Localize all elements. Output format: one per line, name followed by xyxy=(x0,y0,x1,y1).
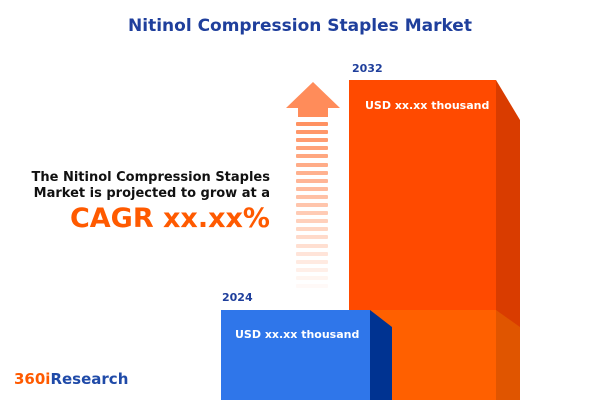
logo-part-1: 360i xyxy=(14,370,51,388)
arrow-stripe xyxy=(296,227,328,232)
arrow-stripe xyxy=(296,243,328,248)
arrow-stripe xyxy=(296,203,328,207)
bar-2032-side xyxy=(496,80,520,400)
arrow-stripe xyxy=(296,267,328,272)
year-label-2032: 2032 xyxy=(352,62,383,75)
cagr-value: CAGR xx.xx% xyxy=(69,203,270,234)
arrow-stripe xyxy=(296,194,328,199)
arrow-stripe xyxy=(296,235,328,240)
year-label-2024: 2024 xyxy=(222,291,253,304)
arrow-stripe xyxy=(296,122,328,126)
arrow-stripe xyxy=(296,130,328,135)
arrow-stripe xyxy=(296,211,328,216)
arrow-stripe xyxy=(296,186,328,191)
arrow-stripe xyxy=(296,251,328,256)
arrow-stripe xyxy=(296,219,328,224)
description-line-1: The Nitinol Compression Staples xyxy=(31,170,270,185)
arrow-stripe xyxy=(296,138,328,143)
arrow-stripe xyxy=(296,170,328,175)
arrow-stripe xyxy=(296,146,328,151)
page-title: Nitinol Compression Staples Market xyxy=(128,16,472,36)
value-2032: USD xx.xx thousand xyxy=(365,99,490,112)
description-line-2: Market is projected to grow at a xyxy=(33,186,270,201)
arrow-stripe xyxy=(296,259,328,264)
arrow-stripe xyxy=(296,154,328,159)
value-2024: USD xx.xx thousand xyxy=(235,328,360,341)
arrow-stripe xyxy=(296,178,328,183)
bar-2024-side xyxy=(370,310,392,400)
logo-part-2: Research xyxy=(50,370,129,388)
arrow-stripe xyxy=(296,284,328,288)
arrow-stripe xyxy=(296,162,328,167)
bar-2024 xyxy=(221,310,370,400)
growth-description: The Nitinol Compression Staples Market i… xyxy=(31,170,270,202)
up-arrow-icon xyxy=(286,82,340,117)
arrow-stripe xyxy=(296,275,328,280)
logo: 360iResearch xyxy=(14,370,128,388)
